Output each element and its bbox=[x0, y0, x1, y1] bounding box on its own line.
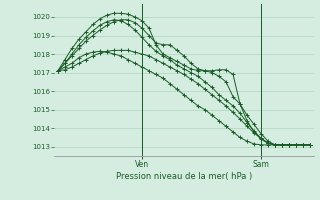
X-axis label: Pression niveau de la mer( hPa ): Pression niveau de la mer( hPa ) bbox=[116, 172, 252, 181]
